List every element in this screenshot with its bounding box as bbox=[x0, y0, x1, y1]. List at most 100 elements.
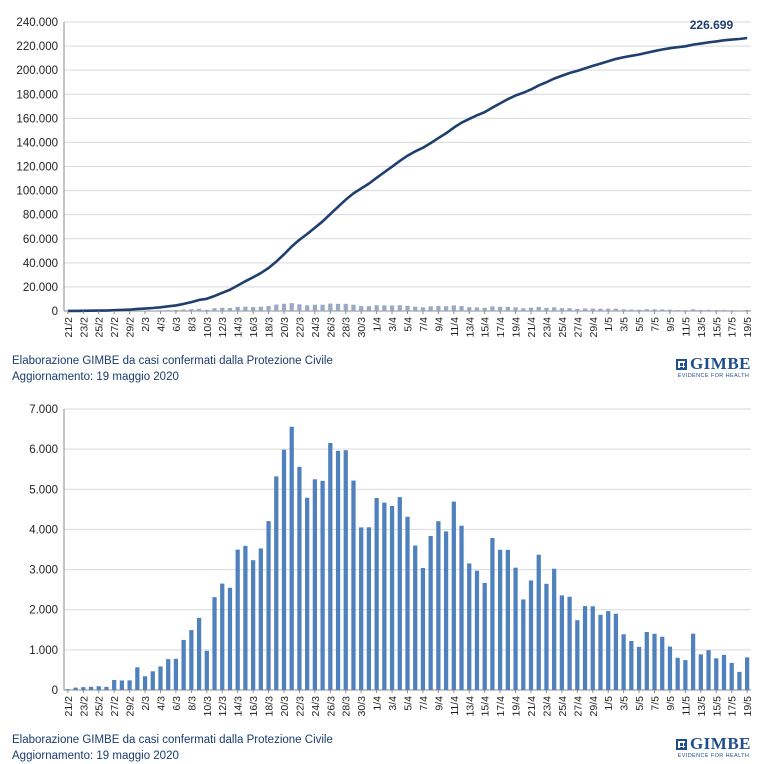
bar bbox=[721, 654, 727, 690]
x-tick-label: 1/4 bbox=[372, 317, 384, 332]
x-tick-label: 23/2 bbox=[78, 696, 90, 717]
bar bbox=[204, 309, 209, 311]
x-tick-label: 7/4 bbox=[418, 317, 430, 332]
top-caption: Elaborazione GIMBE da casi confermati da… bbox=[12, 353, 333, 385]
bar bbox=[621, 309, 626, 311]
x-tick-label: 24/3 bbox=[310, 317, 322, 338]
x-tick-label: 11/5 bbox=[680, 317, 692, 337]
bar bbox=[575, 308, 580, 311]
bar bbox=[405, 516, 410, 690]
x-tick-label: 18/3 bbox=[264, 696, 276, 717]
x-tick-label: 17/5 bbox=[727, 317, 739, 338]
bar bbox=[243, 545, 248, 690]
x-tick-label: 28/3 bbox=[341, 317, 353, 338]
bar bbox=[505, 306, 510, 311]
gimbe-logo-tagline: EVIDENCE FOR HEALTH bbox=[677, 373, 750, 379]
x-tick-label: 28/3 bbox=[341, 696, 353, 717]
x-tick-label: 8/3 bbox=[186, 696, 198, 711]
x-tick-label: 6/3 bbox=[171, 696, 183, 711]
bar bbox=[366, 306, 372, 311]
bar bbox=[413, 545, 418, 690]
x-tick-label: 10/3 bbox=[202, 317, 214, 338]
bar bbox=[652, 633, 657, 690]
bar bbox=[150, 310, 155, 311]
bar bbox=[513, 567, 518, 690]
bar bbox=[521, 599, 526, 690]
bar bbox=[698, 654, 703, 690]
bar bbox=[142, 676, 148, 690]
bar bbox=[250, 560, 256, 690]
bar bbox=[621, 634, 626, 690]
bar bbox=[235, 306, 240, 311]
bar bbox=[644, 309, 649, 311]
bar bbox=[737, 310, 742, 311]
y-tick-label: 120.000 bbox=[16, 162, 58, 174]
bar bbox=[729, 310, 734, 311]
bar bbox=[552, 568, 557, 690]
x-tick-label: 30/3 bbox=[356, 696, 368, 717]
bar bbox=[181, 639, 186, 690]
x-tick-label: 13/4 bbox=[464, 696, 476, 717]
bar bbox=[328, 303, 333, 311]
y-tick-label: 6.000 bbox=[29, 444, 58, 456]
x-tick-label: 25/2 bbox=[94, 696, 106, 717]
bar bbox=[173, 310, 179, 311]
bar bbox=[613, 613, 619, 690]
bar bbox=[467, 307, 472, 311]
x-tick-label: 22/3 bbox=[294, 317, 306, 338]
y-tick-label: 3.000 bbox=[29, 565, 58, 577]
bar bbox=[544, 307, 549, 311]
bar bbox=[467, 563, 472, 690]
bar bbox=[343, 303, 348, 311]
x-tick-label: 19/5 bbox=[742, 696, 754, 717]
x-tick-label: 29/2 bbox=[125, 317, 137, 338]
bar bbox=[636, 646, 642, 690]
x-tick-label: 3/5 bbox=[619, 696, 631, 711]
bar bbox=[359, 306, 364, 311]
x-tick-label: 12/3 bbox=[217, 696, 229, 717]
bar bbox=[482, 582, 487, 690]
bar bbox=[528, 580, 534, 690]
bar bbox=[536, 306, 541, 311]
y-tick-label: 20.000 bbox=[23, 282, 58, 294]
bar bbox=[243, 306, 248, 311]
bar bbox=[737, 671, 742, 690]
gimbe-logo-tagline: EVIDENCE FOR HEALTH bbox=[677, 753, 750, 759]
x-tick-label: 15/4 bbox=[480, 317, 492, 338]
bar bbox=[413, 306, 418, 311]
gimbe-logo-name: GIMBE bbox=[689, 734, 751, 753]
bar bbox=[258, 548, 263, 690]
bar bbox=[335, 450, 341, 690]
bottom-caption-line1: Elaborazione GIMBE da casi confermati da… bbox=[12, 734, 333, 746]
bar bbox=[667, 309, 673, 311]
bar bbox=[552, 307, 557, 311]
y-tick-label: 7.000 bbox=[29, 404, 58, 416]
bar bbox=[320, 304, 325, 311]
bar bbox=[135, 667, 140, 690]
x-tick-label: 13/5 bbox=[696, 696, 708, 717]
y-tick-label: 0 bbox=[52, 685, 58, 697]
x-tick-label: 30/3 bbox=[356, 317, 368, 338]
bar bbox=[312, 479, 317, 690]
bar bbox=[274, 304, 279, 311]
bar bbox=[351, 480, 356, 690]
x-tick-label: 1/5 bbox=[603, 696, 615, 711]
x-tick-label: 14/3 bbox=[233, 317, 245, 338]
bar bbox=[675, 657, 680, 690]
x-tick-label: 27/4 bbox=[572, 696, 584, 717]
bar bbox=[490, 538, 495, 690]
bar bbox=[81, 687, 86, 690]
bar bbox=[351, 304, 356, 311]
bar bbox=[745, 310, 750, 311]
bar bbox=[297, 304, 302, 311]
y-tick-label: 1.000 bbox=[29, 645, 58, 657]
bar bbox=[405, 305, 410, 311]
bar bbox=[397, 497, 402, 690]
x-tick-label: 1/4 bbox=[372, 696, 384, 711]
bar bbox=[428, 306, 433, 311]
bar bbox=[606, 611, 611, 690]
bar bbox=[305, 305, 310, 311]
x-tick-label: 29/4 bbox=[588, 317, 600, 338]
x-tick-label: 5/5 bbox=[634, 696, 646, 711]
x-tick-label: 5/4 bbox=[403, 696, 415, 711]
